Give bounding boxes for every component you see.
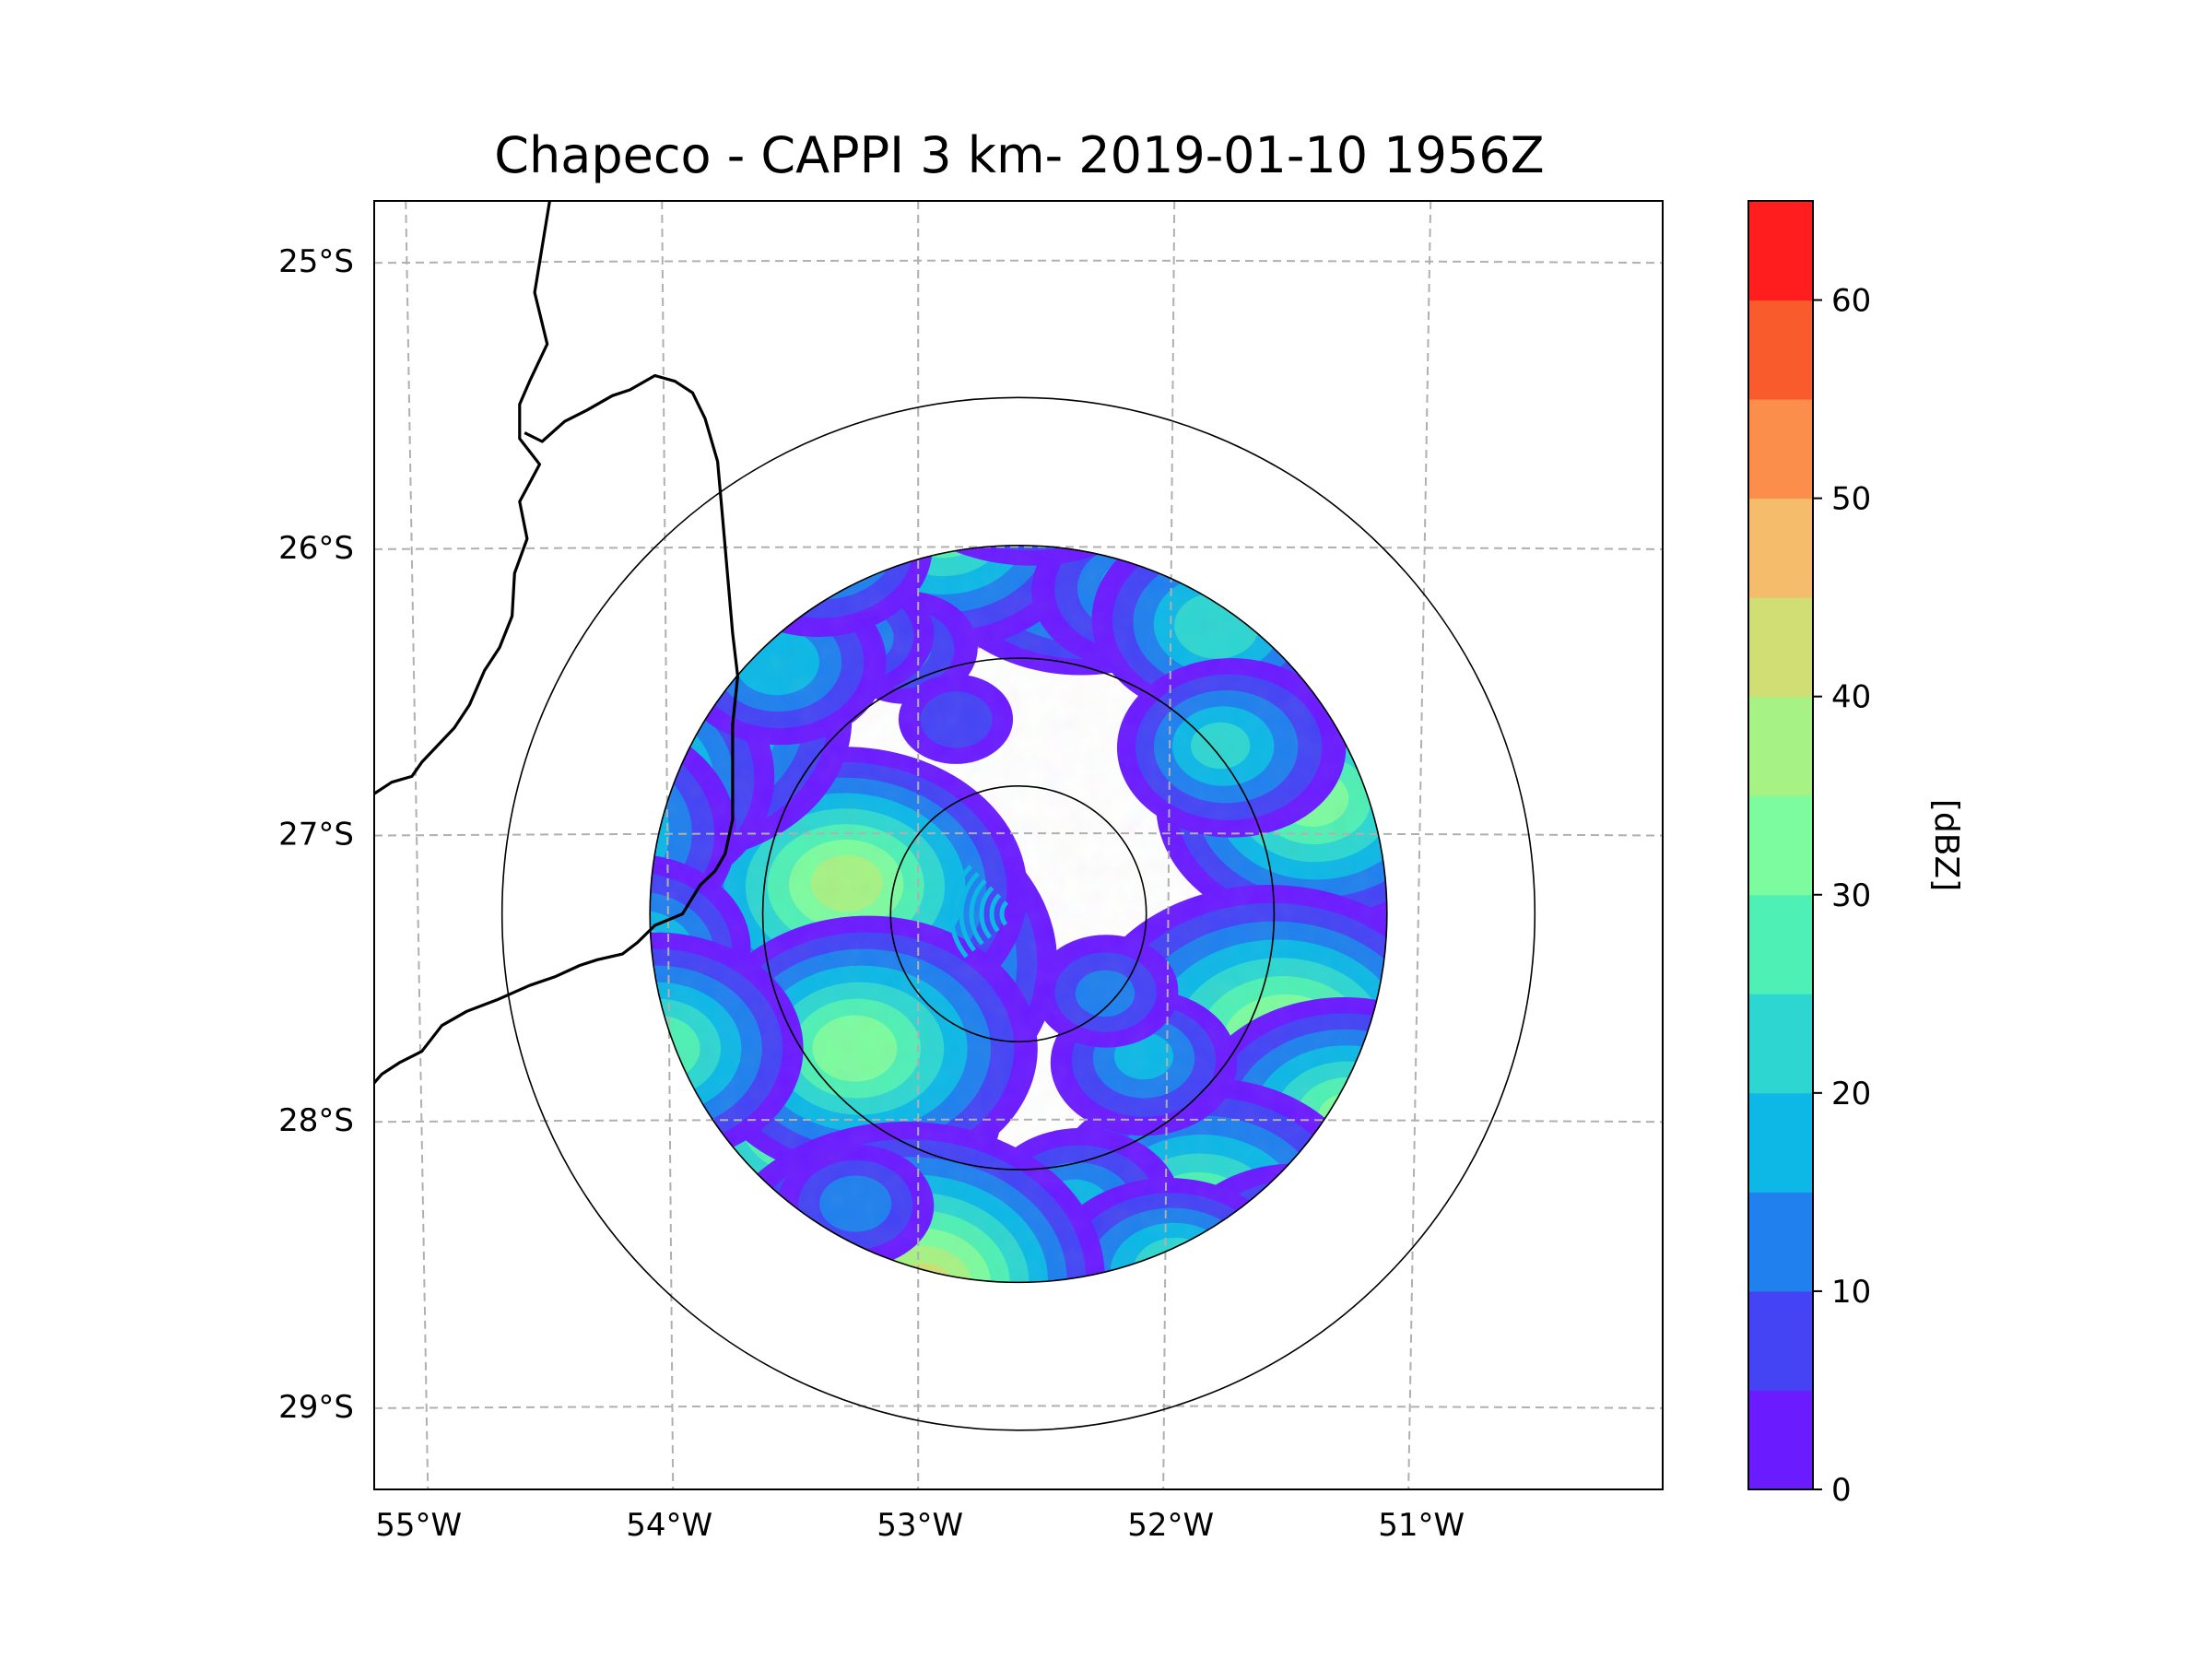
- colorbar-band: [1748, 1092, 1813, 1193]
- colorbar-band: [1748, 1390, 1813, 1490]
- colorbar-band: [1748, 201, 1813, 301]
- range-ring: [500, 396, 1536, 1431]
- colorbar-band: [1748, 498, 1813, 598]
- longitude-gridline: [661, 201, 675, 1489]
- echo-texture: [650, 545, 1387, 1283]
- border-west: [374, 201, 551, 795]
- colorbar-tick-label: 50: [1831, 481, 1871, 518]
- latitude-gridline: [374, 1118, 1663, 1124]
- latitude-tick-label: 25°S: [278, 243, 354, 280]
- colorbar-tick-label: 10: [1831, 1274, 1871, 1311]
- colorbar-band: [1748, 1290, 1813, 1391]
- longitude-labels: 55°W 54°W 53°W 52°W 51°W: [375, 1507, 1465, 1544]
- colorbar-frame: [1747, 200, 1814, 1490]
- colorbar-bands: [1748, 201, 1813, 1490]
- latitude-tick-label: 29°S: [278, 1389, 354, 1426]
- longitude-tick-label: 55°W: [375, 1507, 462, 1544]
- colorbar-ticks: 0 10 20 30 40 50 60: [1813, 283, 1871, 1509]
- colorbar-label: [dBZ]: [1927, 799, 1965, 891]
- colorbar-band: [1748, 300, 1813, 400]
- colorbar-band: [1748, 399, 1813, 500]
- map-axes: 25°S 26°S 27°S 28°S 29°S 55°W 54°W 53°W 52°W 51°…: [278, 200, 1664, 1544]
- colorbar: 0 10 20 30 40 50 60 [dBZ]: [1747, 200, 1965, 1509]
- longitude-tick-label: 54°W: [626, 1507, 712, 1544]
- longitude-gridline: [1162, 201, 1176, 1489]
- latitude-gridline: [374, 1405, 1663, 1409]
- colorbar-tick-label: 0: [1831, 1472, 1852, 1509]
- latitude-gridline: [374, 832, 1663, 837]
- colorbar-tick-label: 60: [1831, 283, 1871, 320]
- latitude-gridline: [374, 546, 1663, 550]
- longitude-tick-label: 53°W: [877, 1507, 963, 1544]
- ground-clutter-arcs: [948, 865, 1009, 959]
- range-ring: [761, 657, 1276, 1171]
- latitude-tick-label: 27°S: [278, 817, 354, 853]
- political-borders: [374, 201, 739, 1084]
- latitude-gridline: [374, 259, 1663, 265]
- colorbar-tick-label: 30: [1831, 877, 1871, 914]
- colorbar-band: [1748, 795, 1813, 896]
- colorbar-band: [1748, 696, 1813, 796]
- colorbar-band: [1748, 1192, 1813, 1292]
- range-ring: [649, 544, 1388, 1284]
- latitude-labels: 25°S 26°S 27°S 28°S 29°S: [278, 243, 354, 1426]
- longitude-tick-label: 51°W: [1378, 1507, 1465, 1544]
- latitude-tick-label: 28°S: [278, 1102, 354, 1139]
- colorbar-band: [1748, 994, 1813, 1094]
- colorbar-band: [1748, 894, 1813, 994]
- colorbar-tick-label: 40: [1831, 679, 1871, 716]
- figure-title: Chapeco - CAPPI 3 km- 2019-01-10 1956Z: [494, 126, 1544, 184]
- longitude-tick-label: 52°W: [1127, 1507, 1214, 1544]
- border-east: [374, 373, 739, 1084]
- colorbar-tick-label: 20: [1831, 1076, 1871, 1112]
- range-ring: [889, 785, 1147, 1043]
- map-frame: [373, 200, 1664, 1490]
- longitude-gridline: [405, 201, 429, 1489]
- graticule: [374, 201, 1663, 1489]
- latitude-tick-label: 26°S: [278, 530, 354, 567]
- colorbar-band: [1748, 597, 1813, 698]
- longitude-gridline: [1407, 201, 1432, 1489]
- range-rings: [500, 396, 1536, 1431]
